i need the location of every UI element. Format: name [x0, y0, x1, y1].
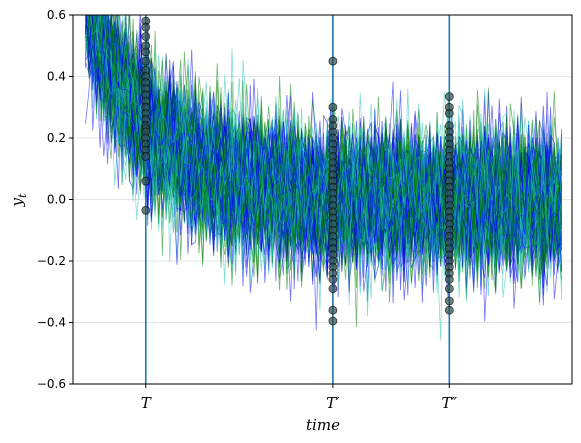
sample-path	[87, 15, 562, 289]
cross-section-point	[328, 284, 338, 294]
y-axis-label: yt	[8, 193, 29, 207]
x-tick-label: T	[141, 394, 152, 412]
cross-section-point	[444, 305, 454, 315]
y-tick-label: 0.2	[47, 131, 66, 145]
y-tick-label: 0.4	[47, 70, 66, 84]
y-tick-label: −0.4	[37, 316, 66, 330]
y-tick-label: −0.2	[37, 254, 66, 268]
x-tick-label: T″	[442, 394, 458, 412]
cross-section-point	[328, 305, 338, 315]
cross-section-point	[444, 284, 454, 294]
cross-section-point	[141, 205, 151, 215]
y-tick-label: −0.6	[37, 377, 66, 391]
cross-section-point	[444, 109, 454, 118]
cross-section-point	[444, 92, 454, 101]
sample-path	[87, 15, 562, 278]
cross-section-point	[444, 296, 454, 306]
cross-section-point	[141, 22, 151, 32]
cross-section-point	[141, 176, 151, 186]
y-tick-label: 0.6	[47, 8, 66, 22]
cross-section-point	[141, 56, 151, 66]
x-axis-label: time	[306, 416, 340, 434]
cross-section-point	[328, 316, 338, 326]
cross-section-point	[328, 56, 338, 66]
sample-path	[94, 15, 562, 276]
cross-section-point	[141, 32, 151, 41]
cross-section-points	[141, 16, 454, 326]
cross-section-point	[141, 47, 151, 57]
cross-section-point	[328, 102, 338, 112]
cross-section-point	[328, 275, 338, 284]
sample-paths	[85, 15, 562, 341]
x-tick-label: T′	[326, 394, 340, 412]
sample-path	[85, 15, 562, 266]
y-tick-label: 0.0	[47, 193, 66, 207]
cross-section-point	[141, 152, 151, 161]
cross-section-point	[444, 275, 454, 284]
y-axis-ticks: −0.6 −0.4 −0.2 0.0 0.2 0.4 0.6	[37, 8, 73, 391]
x-axis-ticks: T T′ T″	[141, 384, 458, 412]
